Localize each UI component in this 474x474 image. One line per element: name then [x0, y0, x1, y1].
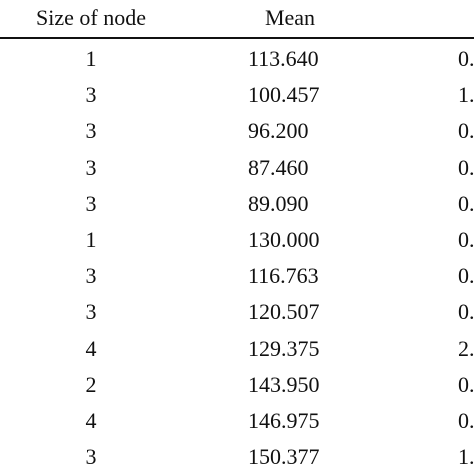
table-header-row: Size of node Mean — [0, 0, 474, 37]
cell-size-of-node: 3 — [85, 118, 97, 144]
table-row: 4 129.375 2. — [0, 332, 474, 369]
cell-third-column: 2. — [458, 335, 474, 361]
cell-mean: 146.975 — [248, 408, 320, 433]
cell-mean: 120.507 — [248, 299, 320, 325]
cell-mean: 143.950 — [248, 371, 320, 397]
table-row: 3 96.200 0. — [0, 114, 474, 151]
cell-mean: 116.763 — [248, 263, 319, 289]
table-row: 3 116.763 0. — [0, 259, 474, 296]
cell-size-of-node: 4 — [85, 335, 97, 361]
cell-third-column: 0. — [458, 263, 474, 289]
cell-third-column: 0. — [458, 408, 474, 433]
cell-size-of-node: 1 — [85, 46, 97, 71]
cell-size-of-node: 3 — [85, 190, 97, 216]
cell-third-column: 0. — [458, 227, 474, 252]
table-row: 1 113.640 0. — [0, 42, 474, 79]
table-row: 3 150.377 1. — [0, 440, 474, 474]
cell-size-of-node: 2 — [85, 371, 97, 397]
cell-third-column: 0. — [458, 190, 474, 216]
table-row: 3 89.090 0. — [0, 187, 474, 224]
cell-mean: 130.000 — [248, 227, 320, 252]
cell-third-column: 0. — [458, 118, 474, 144]
cell-mean: 89.090 — [248, 190, 309, 216]
cell-mean: 113.640 — [248, 46, 319, 71]
header-size-of-node: Size of node — [36, 5, 146, 30]
header-divider — [0, 37, 474, 39]
table-row: 3 100.457 1. — [0, 78, 474, 115]
cell-third-column: 0. — [458, 371, 474, 397]
cell-mean: 96.200 — [248, 118, 309, 144]
table-row: 3 87.460 0. — [0, 151, 474, 188]
cell-third-column: 0. — [458, 46, 474, 71]
cell-third-column: 1. — [458, 82, 474, 108]
cell-size-of-node: 4 — [85, 408, 97, 433]
cell-size-of-node: 3 — [85, 299, 97, 325]
cell-third-column: 0. — [458, 299, 474, 325]
table-row: 1 130.000 0. — [0, 223, 474, 260]
header-mean: Mean — [264, 5, 316, 30]
cell-third-column: 1. — [458, 444, 474, 470]
cell-size-of-node: 1 — [85, 227, 97, 252]
cell-third-column: 0. — [458, 154, 474, 180]
table-row: 3 120.507 0. — [0, 295, 474, 332]
cell-mean: 100.457 — [248, 82, 320, 108]
cell-size-of-node: 3 — [85, 82, 97, 108]
cell-mean: 129.375 — [248, 335, 320, 361]
table-row: 4 146.975 0. — [0, 404, 474, 441]
table-row: 2 143.950 0. — [0, 368, 474, 405]
cell-mean: 150.377 — [248, 444, 320, 470]
cell-size-of-node: 3 — [85, 154, 97, 180]
cell-mean: 87.460 — [248, 154, 309, 180]
cell-size-of-node: 3 — [85, 444, 97, 470]
cell-size-of-node: 3 — [85, 263, 97, 289]
